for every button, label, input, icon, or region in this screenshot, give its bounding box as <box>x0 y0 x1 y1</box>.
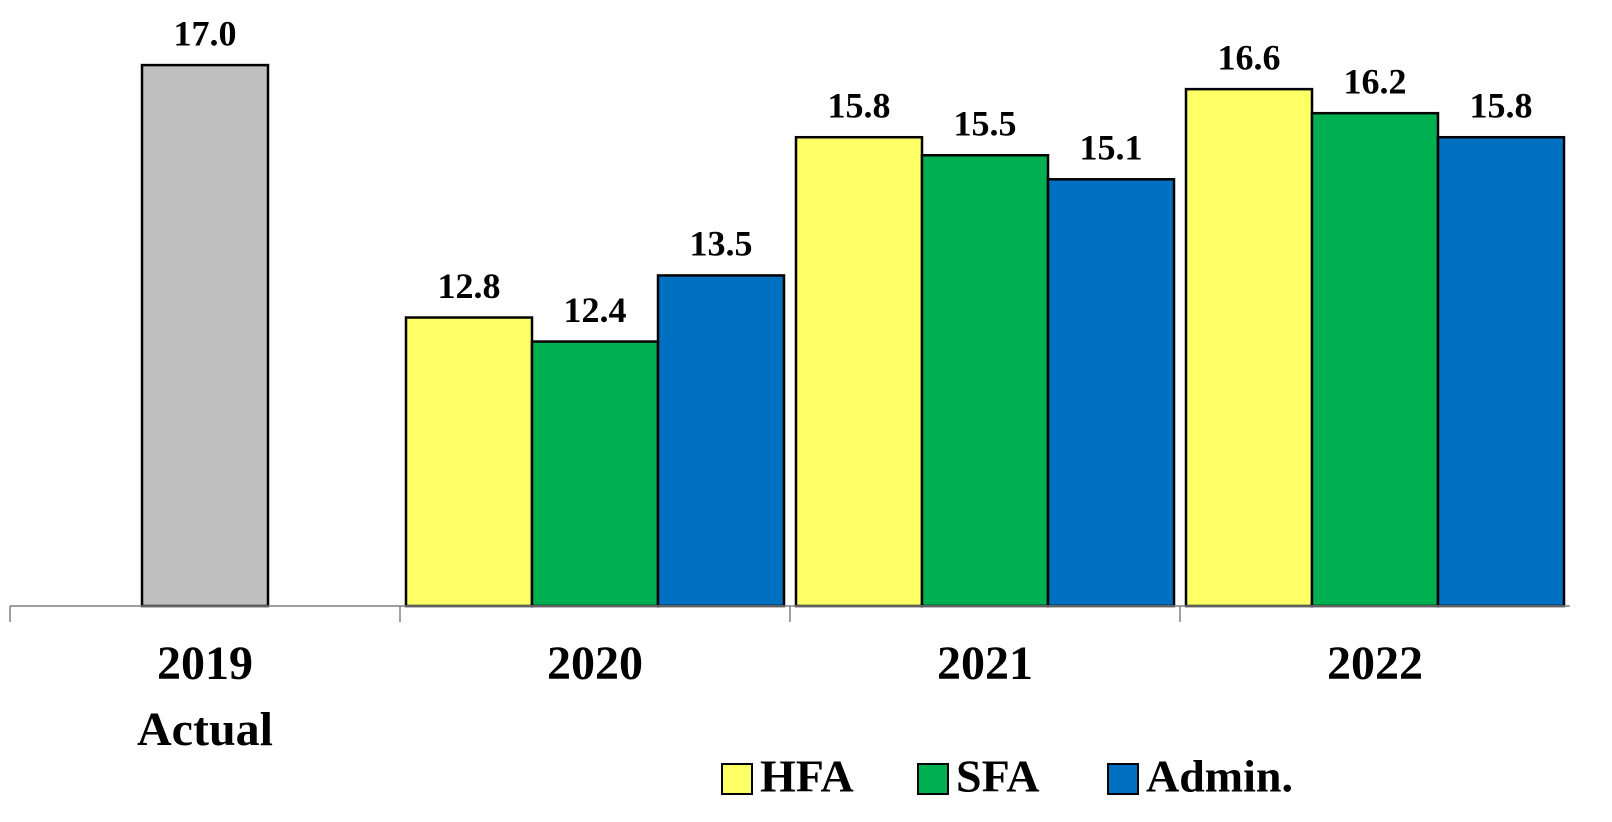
bar <box>1184 87 1314 608</box>
value-label: 15.8 <box>828 85 891 125</box>
bar <box>1310 111 1440 608</box>
bar <box>530 340 660 608</box>
bar <box>656 274 786 608</box>
x-tick-label: 2021 <box>937 637 1033 690</box>
bar <box>140 63 270 608</box>
bar <box>1046 178 1176 608</box>
value-label: 15.1 <box>1080 128 1143 168</box>
legend-swatch <box>1107 763 1139 795</box>
x-tick-label: Actual <box>137 703 273 756</box>
value-label: 12.8 <box>438 266 501 306</box>
legend-label: HFA <box>760 751 854 802</box>
value-label: 16.6 <box>1218 37 1281 77</box>
bar <box>920 154 1050 608</box>
value-label: 12.4 <box>564 290 627 330</box>
value-label: 13.5 <box>690 224 753 264</box>
x-tick-label: 2020 <box>547 637 643 690</box>
value-label: 16.2 <box>1344 61 1407 101</box>
legend-label: SFA <box>956 751 1040 802</box>
legend-swatch <box>721 763 753 795</box>
value-label: 17.0 <box>174 13 237 53</box>
bar <box>404 316 534 608</box>
bar <box>794 135 924 608</box>
value-label: 15.8 <box>1470 85 1533 125</box>
x-tick-label: 2019 <box>157 637 253 690</box>
x-tick-label: 2022 <box>1327 637 1423 690</box>
value-label: 15.5 <box>954 104 1017 144</box>
bar <box>1436 135 1566 608</box>
legend-swatch <box>917 763 949 795</box>
legend-label: Admin. <box>1146 751 1293 802</box>
